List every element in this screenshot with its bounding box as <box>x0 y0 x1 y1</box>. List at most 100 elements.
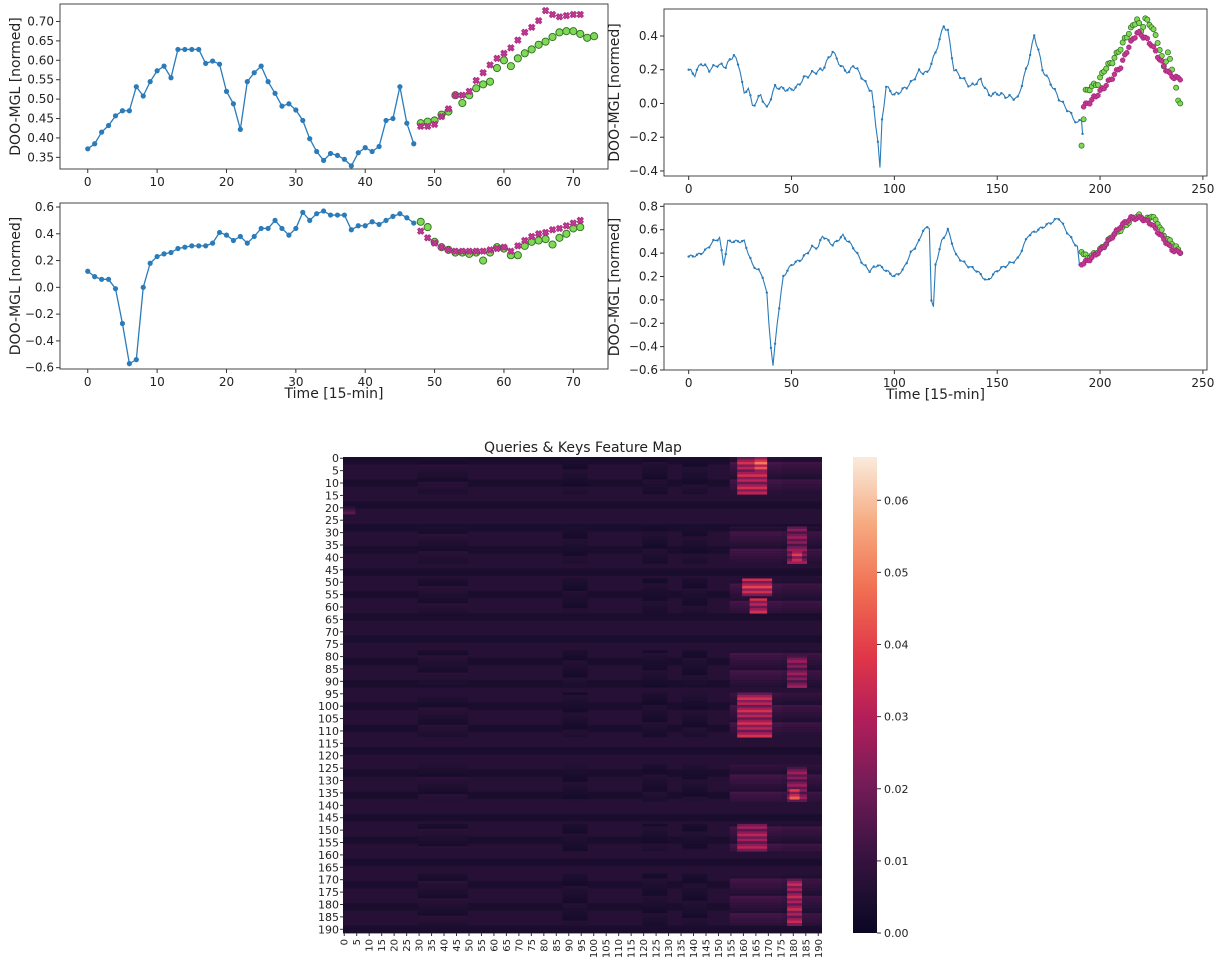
x-tick-label: 40 <box>358 375 373 389</box>
actual-point <box>534 40 543 49</box>
heatmap-row <box>343 759 822 763</box>
heatmap-cell <box>642 794 668 798</box>
actual-point <box>1111 54 1118 61</box>
heatmap-cell <box>417 846 468 850</box>
history-point <box>404 120 410 126</box>
heatmap-cell <box>642 836 668 840</box>
x-tick-label: 20 <box>219 375 234 389</box>
heatmap-cell <box>562 546 588 550</box>
x-tick-label: 150 <box>986 182 1009 196</box>
heatmap-cell <box>642 875 668 879</box>
history-point <box>728 58 732 61</box>
heatmap-cell <box>417 875 468 879</box>
history-point <box>938 247 941 251</box>
x-axis-label: Time [15-min] <box>284 386 384 402</box>
history-point <box>950 57 954 60</box>
heatmap-cell <box>417 719 468 723</box>
history-point <box>868 89 871 92</box>
heatmap-cell <box>729 660 783 664</box>
heatmap-cell <box>642 776 668 780</box>
heatmap-cell <box>417 650 468 654</box>
heatmap-row <box>343 687 822 691</box>
x-tick-label: 0 <box>340 939 351 945</box>
heatmap-cell <box>417 541 468 545</box>
heatmap-row <box>343 809 822 812</box>
heatmap-cell <box>417 848 468 852</box>
heatmap-cell <box>782 717 822 721</box>
heatmap-row <box>343 615 822 619</box>
heatmap-cell <box>749 610 768 614</box>
heatmap-cell <box>562 598 588 602</box>
heatmap-cell <box>562 652 588 656</box>
plot-frame <box>59 3 609 170</box>
heatmap-cell <box>417 585 468 589</box>
heatmap-cell <box>737 831 768 835</box>
actual-point <box>458 98 467 108</box>
heatmap-cell <box>562 908 588 912</box>
y-tick-label: 0.4 <box>639 29 658 43</box>
y-tick-label: 70 <box>325 626 339 639</box>
history-point <box>856 251 859 255</box>
history-point <box>286 232 292 238</box>
y-tick-label: 0.55 <box>27 73 54 87</box>
y-tick-label: 65 <box>325 613 339 626</box>
heatmap-cell <box>787 784 808 788</box>
heatmap-cell <box>787 667 808 671</box>
heatmap-cell <box>417 707 468 711</box>
heatmap-cell <box>682 843 708 847</box>
plot-frame <box>663 203 1208 371</box>
heatmap-cell <box>642 732 668 736</box>
y-tick-label: 90 <box>325 675 339 688</box>
heatmap-cell <box>782 486 822 490</box>
actual-point <box>548 240 557 249</box>
y-tick-label: −0.2 <box>629 130 658 144</box>
x-tick-label: 180 <box>789 939 800 958</box>
history-point <box>334 212 341 218</box>
history-point <box>843 237 847 240</box>
heatmap-cell <box>782 608 822 612</box>
history-point <box>872 265 875 268</box>
heatmap-cell <box>562 714 588 718</box>
heatmap-cell <box>729 915 783 919</box>
heatmap-cell <box>642 764 668 768</box>
heatmap-cell <box>682 610 708 614</box>
history-point <box>942 25 945 28</box>
history-point <box>926 226 929 229</box>
heatmap-cell <box>682 913 708 917</box>
heatmap-cell <box>787 915 803 919</box>
heatmap-cell <box>782 707 822 711</box>
heatmap-cell <box>417 714 468 718</box>
heatmap-cell <box>737 828 768 832</box>
heatmap-cell <box>729 908 783 912</box>
history-point <box>355 150 361 156</box>
heatmap-row <box>343 804 822 807</box>
heatmap-cell <box>417 717 468 721</box>
heatmap-cell <box>642 719 668 723</box>
history-point <box>872 105 875 109</box>
heatmap-cell <box>562 583 588 587</box>
heatmap-cell <box>787 880 803 884</box>
x-tick-label: 170 <box>764 939 775 958</box>
actual-point <box>569 27 578 36</box>
heatmap-cell <box>417 489 468 493</box>
heatmap-cell <box>749 598 768 602</box>
history-point <box>1057 99 1061 102</box>
heatmap-cell <box>729 650 783 654</box>
heatmap-cell <box>417 476 468 480</box>
history-point <box>1033 34 1036 37</box>
heatmap-cell <box>782 875 822 879</box>
heatmap-cell <box>729 873 783 877</box>
heatmap-cell <box>787 910 803 914</box>
heatmap-cell <box>562 466 588 470</box>
heatmap-cell <box>787 672 808 676</box>
heatmap-cell <box>642 610 668 614</box>
heatmap-cell <box>642 890 668 894</box>
heatmap-cell <box>562 779 588 783</box>
heatmap-cell <box>642 826 668 830</box>
heatmap-cell <box>562 695 588 698</box>
history-point <box>975 82 978 86</box>
history-point <box>112 286 119 292</box>
heatmap-cell <box>729 784 783 788</box>
x-tick-label: 100 <box>883 376 906 390</box>
heatmap-cell <box>562 766 588 770</box>
